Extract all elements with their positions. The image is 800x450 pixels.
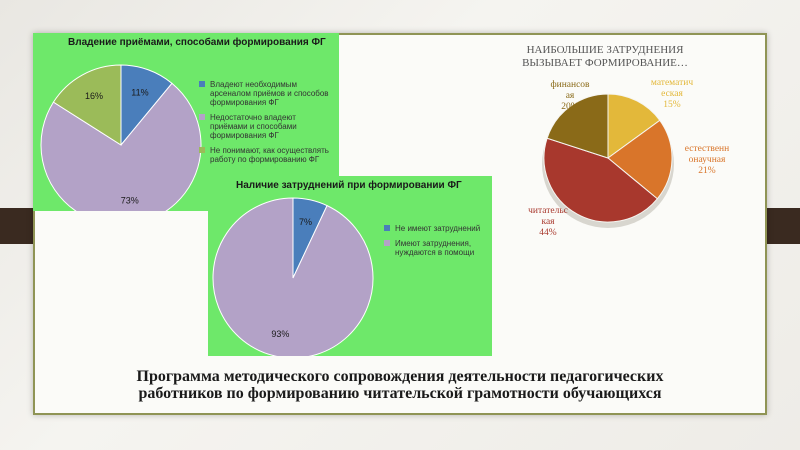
chart1-pie: 11% 73% 16% [40,64,202,211]
chart3-label-finance: финансов ая 20% [538,80,602,113]
chart2-legend-item-1: Имеют затруднения, нуждаются в помощи [384,239,490,257]
chart3-label-math-value: 15% [663,100,681,110]
chart2-legend-swatch-0 [384,225,390,231]
chart2-pie: 7% 93% [212,197,374,356]
chart2-panel: Наличие затруднений при формировании ФГ … [208,176,492,356]
chart3-label-natural-value: 21% [698,166,716,176]
chart3-title-text: НАИБОЛЬШИЕ ЗАТРУДНЕНИЯ ВЫЗЫВАЕТ ФОРМИРОВ… [522,44,688,69]
chart2-legend-item-0: Не имеют затруднений [384,224,490,233]
chart3-label-natural-name: естественн онаучная [684,144,730,165]
chart3-label-math: математич еская 15% [640,78,704,111]
chart1-slice-1 [40,82,202,211]
footer-title: Программа методического сопровождения де… [60,368,740,402]
chart2-legend: Не имеют затруднений Имеют затруднения, н… [384,224,490,263]
chart3-label-natural: естественн онаучная 21% [676,144,738,177]
chart2-data-label-1: 93% [271,329,289,339]
chart1-legend-item-0: Владеют необходимым арсеналом приёмов и … [199,80,337,107]
chart3-label-reading-value: 44% [539,228,557,238]
chart1-legend: Владеют необходимым арсеналом приёмов и … [199,80,337,170]
chart1-legend-swatch-1 [199,114,205,120]
chart1-slice-2 [52,64,122,146]
chart1-legend-label-1: Недостаточно владеют приёмами и способам… [210,113,297,140]
chart3-title: НАИБОЛЬШИЕ ЗАТРУДНЕНИЯ ВЫЗЫВАЕТ ФОРМИРОВ… [490,44,720,70]
chart1-data-label-1: 73% [121,195,139,205]
chart3-label-finance-value: 20% [561,102,579,112]
chart1-legend-label-0: Владеют необходимым арсеналом приёмов и … [210,80,329,107]
chart1-title: Владение приёмами, способами формировани… [68,37,326,48]
chart1-legend-item-1: Недостаточно владеют приёмами и способам… [199,113,337,140]
chart2-title: Наличие затруднений при формировании ФГ [236,180,462,191]
chart1-data-label-0: 11% [131,87,148,97]
chart2-legend-label-0: Не имеют затруднений [395,224,481,233]
chart3-label-reading: читательс кая 44% [516,206,580,239]
chart1-legend-label-2: Не понимают, как осуществлять работу по … [210,146,329,164]
chart2-legend-swatch-1 [384,240,390,246]
footer-line-1: Программа методического сопровождения де… [136,368,664,385]
chart2-slice-1 [212,197,374,356]
chart1-legend-swatch-0 [199,81,205,87]
chart3-label-reading-name: читательс кая [528,206,568,227]
footer-line-2: работников по формированию читательской … [138,385,662,402]
chart3-label-finance-name: финансов ая [550,80,590,101]
chart1-legend-item-2: Не понимают, как осуществлять работу по … [199,146,337,164]
chart1-legend-swatch-2 [199,147,205,153]
chart1-data-label-2: 16% [85,91,103,101]
chart2-data-label-0: 7% [299,217,312,227]
chart3-label-math-name: математич еская [650,78,694,99]
chart2-legend-label-1: Имеют затруднения, нуждаются в помощи [395,239,475,257]
